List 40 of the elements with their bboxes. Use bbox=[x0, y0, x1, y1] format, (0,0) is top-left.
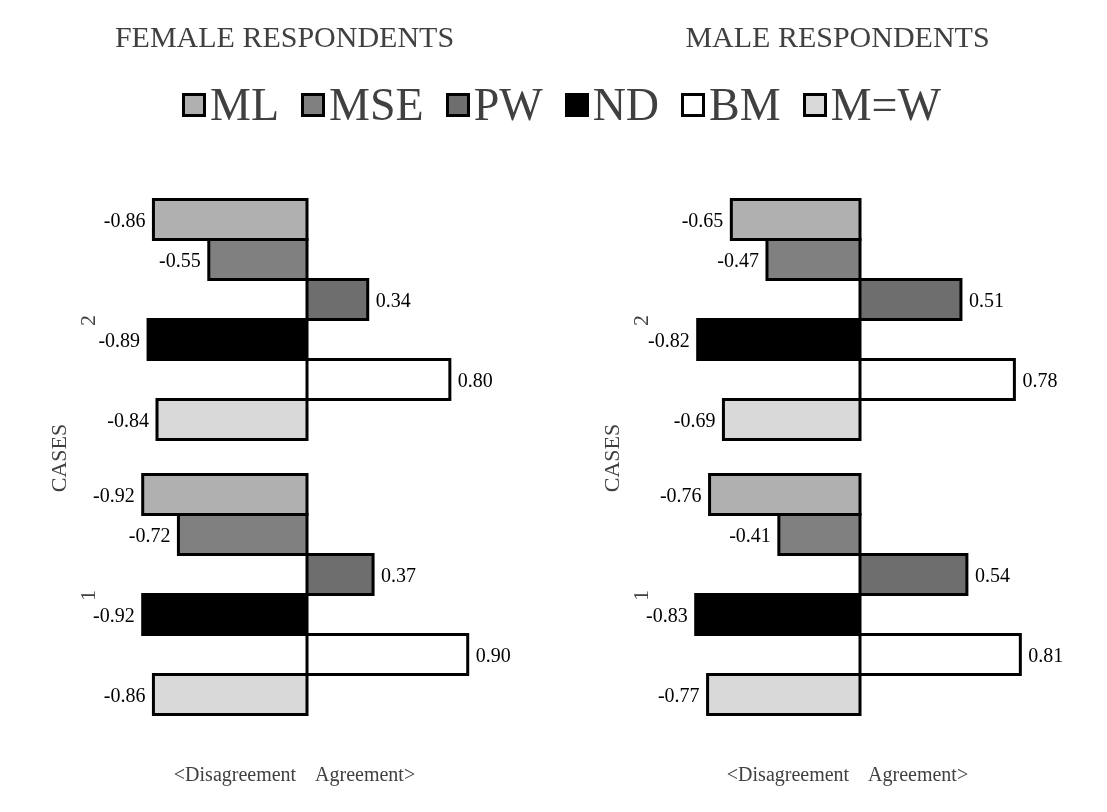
data-label: 0.78 bbox=[1022, 368, 1058, 391]
data-label: -0.41 bbox=[729, 523, 771, 546]
y-axis-title: CASES bbox=[45, 423, 71, 493]
y-tick-label: 1 bbox=[75, 590, 100, 601]
chart-title: FEMALE RESPONDENTS bbox=[113, 20, 456, 54]
y-tick-label: 2 bbox=[75, 315, 100, 326]
data-label: -0.92 bbox=[93, 483, 135, 506]
legend-label: M=W bbox=[830, 78, 941, 131]
data-label: 0.51 bbox=[968, 288, 1004, 311]
y-tick-label: 2 bbox=[628, 315, 653, 326]
data-label: -0.65 bbox=[681, 208, 724, 231]
data-label: -0.76 bbox=[659, 483, 702, 506]
data-label: -0.89 bbox=[98, 328, 141, 351]
data-label: -0.84 bbox=[107, 408, 149, 431]
legend-label: PW bbox=[473, 78, 543, 131]
data-label: 0.37 bbox=[381, 563, 417, 586]
data-label: -0.86 bbox=[103, 683, 146, 706]
data-label: -0.82 bbox=[648, 328, 690, 351]
y-tick-label: 1 bbox=[628, 590, 653, 601]
x-axis-title: <Disagreement Agreement> bbox=[172, 763, 417, 786]
chart-title: MALE RESPONDENTS bbox=[684, 20, 991, 54]
data-label: -0.72 bbox=[128, 523, 171, 546]
data-label: -0.55 bbox=[159, 248, 201, 271]
data-label: 0.81 bbox=[1028, 643, 1064, 666]
x-axis-title: <Disagreement Agreement> bbox=[725, 763, 970, 786]
y-axis-title: CASES bbox=[598, 423, 624, 493]
data-label: -0.92 bbox=[93, 603, 135, 626]
data-label: 0.80 bbox=[457, 368, 493, 391]
data-label: -0.69 bbox=[673, 408, 716, 431]
data-label: -0.77 bbox=[657, 683, 700, 706]
legend-label: ND bbox=[592, 78, 660, 131]
data-label: -0.47 bbox=[717, 248, 759, 271]
data-label: 0.90 bbox=[475, 643, 511, 666]
data-label: -0.83 bbox=[646, 603, 688, 626]
data-label: 0.34 bbox=[375, 288, 411, 311]
data-label: -0.86 bbox=[103, 208, 146, 231]
legend-label: BM bbox=[709, 78, 781, 131]
data-label: 0.54 bbox=[974, 563, 1010, 586]
legend-label: ML bbox=[210, 78, 280, 131]
legend-label: MSE bbox=[329, 78, 424, 131]
